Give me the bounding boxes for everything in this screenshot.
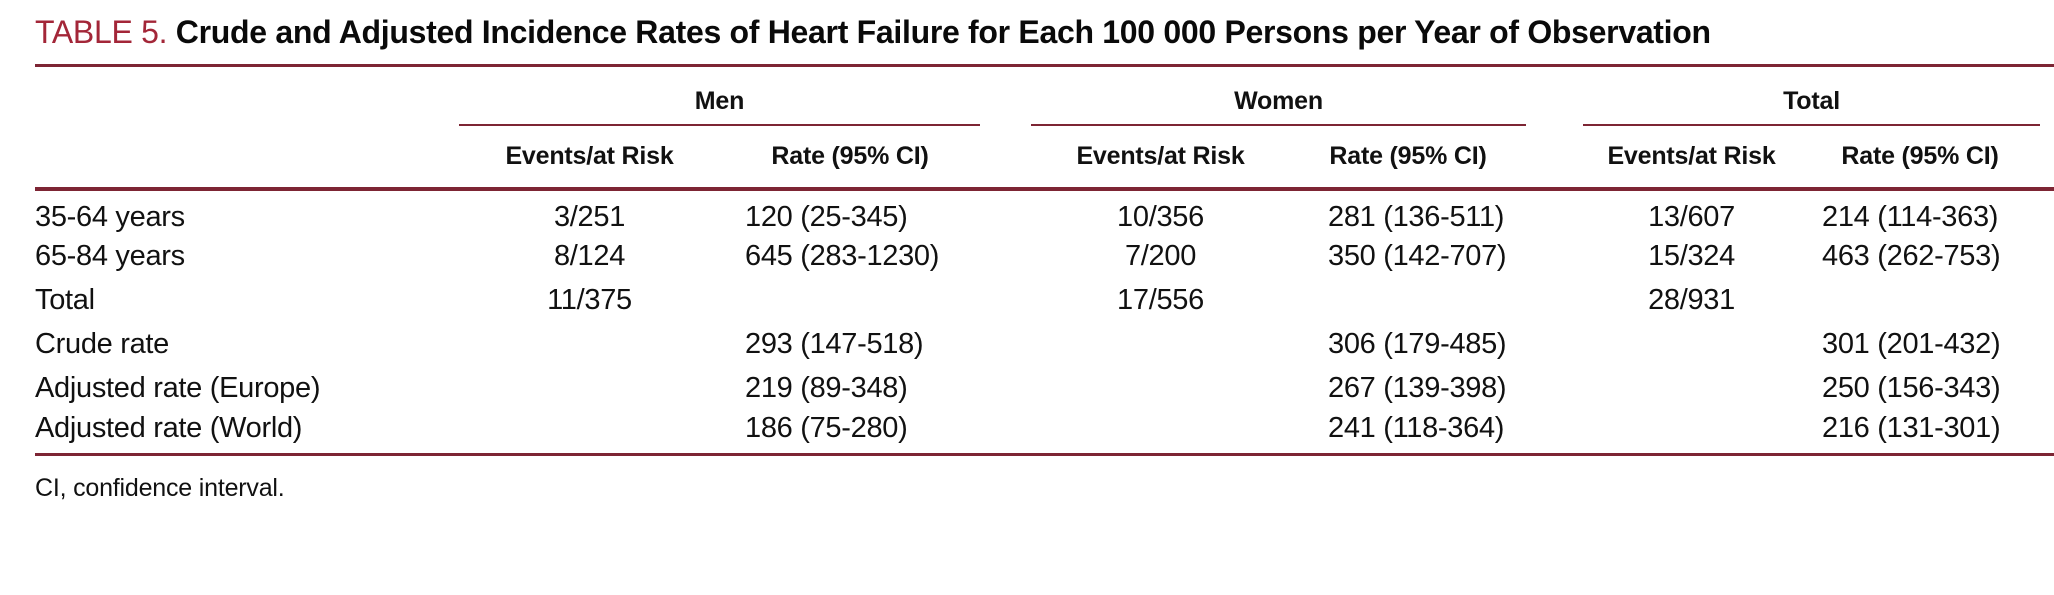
column-header-women-rate: Rate (95% CI) xyxy=(1290,125,1527,191)
group-gap xyxy=(1526,322,1583,366)
table-row: 35-64 years 3/251 120 (25-345) 10/356 28… xyxy=(35,189,2054,234)
table-row: Total 11/375 17/556 28/931 xyxy=(35,278,2054,322)
cell-total-rate: 463 (262-753) xyxy=(1822,239,2001,272)
column-header-total-events: Events/at Risk xyxy=(1583,125,1801,191)
cell-total-rate: 216 (131-301) xyxy=(1800,410,2041,456)
group-header-total: Total xyxy=(1583,67,2041,126)
group-header-spacer xyxy=(35,67,459,125)
edge-spacer xyxy=(2040,189,2054,234)
cell-women-rate: 306 (179-485) xyxy=(1328,327,1507,360)
column-header-men-events: Events/at Risk xyxy=(459,125,720,191)
cell-women-events: 10/356 xyxy=(1117,201,1204,233)
column-header-women-events: Events/at Risk xyxy=(1031,125,1290,191)
edge-spacer xyxy=(2040,322,2054,366)
group-gap xyxy=(980,322,1031,366)
cell-women-events xyxy=(1031,410,1290,456)
table-row: Adjusted rate (World) 186 (75-280) 241 (… xyxy=(35,410,2054,456)
cell-men-rate xyxy=(720,278,980,322)
cell-women-rate: 281 (136-511) xyxy=(1328,201,1505,233)
edge-spacer xyxy=(2040,366,2054,410)
incidence-rates-table: Men Women Total Events/at Risk Rate (95%… xyxy=(35,67,2054,456)
edge-spacer xyxy=(2040,67,2054,125)
column-header-men-rate: Rate (95% CI) xyxy=(720,125,980,191)
cell-men-rate: 645 (283-1230) xyxy=(745,239,940,272)
group-header-men: Men xyxy=(459,67,980,126)
row-label: Adjusted rate (Europe) xyxy=(35,371,321,404)
cell-total-events: 13/607 xyxy=(1648,201,1735,233)
row-label: 65-84 years xyxy=(35,239,185,272)
top-rule xyxy=(35,64,2054,67)
cell-men-events xyxy=(459,366,720,410)
cell-men-rate: 293 (147-518) xyxy=(745,327,924,360)
cell-women-events: 7/200 xyxy=(1124,239,1197,272)
cell-men-events: 3/251 xyxy=(553,201,626,233)
table-row: 65-84 years 8/124 645 (283-1230) 7/200 3… xyxy=(35,234,2054,278)
table-title: Crude and Adjusted Incidence Rates of He… xyxy=(175,14,1711,50)
column-header-row: Events/at Risk Rate (95% CI) Events/at R… xyxy=(35,125,2054,191)
row-label: Adjusted rate (World) xyxy=(35,410,459,456)
column-header-total-rate: Rate (95% CI) xyxy=(1800,125,2041,191)
group-gap xyxy=(1526,189,1583,234)
cell-total-rate: 214 (114-363) xyxy=(1822,201,1999,233)
cell-men-events xyxy=(459,322,720,366)
table-row: Adjusted rate (Europe) 219 (89-348) 267 … xyxy=(35,366,2054,410)
group-gap xyxy=(1526,125,1584,191)
cell-total-rate xyxy=(1800,278,2040,322)
group-gap xyxy=(980,278,1031,322)
cell-men-events: 11/375 xyxy=(547,283,632,316)
group-header-women: Women xyxy=(1031,67,1527,126)
cell-men-events xyxy=(459,410,720,456)
table-caption: TABLE 5. Crude and Adjusted Incidence Ra… xyxy=(35,14,2054,51)
cell-men-events: 8/124 xyxy=(553,239,626,272)
cell-women-events xyxy=(1031,366,1290,410)
row-label: Crude rate xyxy=(35,327,170,360)
table-footnote: CI, confidence interval. xyxy=(35,473,285,502)
group-gap xyxy=(1526,67,1583,125)
cell-women-events xyxy=(1031,322,1290,366)
group-gap xyxy=(1526,278,1583,322)
cell-total-rate: 301 (201-432) xyxy=(1822,327,2001,360)
cell-total-events xyxy=(1583,322,1800,366)
cell-total-events xyxy=(1583,366,1800,410)
cell-women-rate xyxy=(1290,278,1526,322)
table-number-label: TABLE 5. xyxy=(35,14,168,50)
edge-spacer xyxy=(2040,278,2054,322)
group-gap xyxy=(1526,366,1583,410)
cell-total-events: 28/931 xyxy=(1648,283,1735,316)
table-row: Crude rate 293 (147-518) 306 (179-485) 3… xyxy=(35,322,2054,366)
row-label: 35-64 years xyxy=(35,201,185,233)
row-label: Total xyxy=(35,283,95,316)
group-gap xyxy=(980,189,1031,234)
cell-women-rate: 267 (139-398) xyxy=(1328,371,1507,404)
group-gap xyxy=(980,234,1031,278)
group-header-row: Men Women Total xyxy=(35,67,2054,126)
cell-women-rate: 350 (142-707) xyxy=(1328,239,1507,272)
edge-spacer xyxy=(2040,125,2054,191)
group-gap xyxy=(1526,410,1584,456)
group-gap xyxy=(980,67,1031,125)
cell-women-rate: 241 (118-364) xyxy=(1290,410,1527,456)
edge-spacer xyxy=(2040,234,2054,278)
group-gap xyxy=(980,410,1031,456)
cell-women-events: 17/556 xyxy=(1117,283,1204,316)
cell-men-rate: 120 (25-345) xyxy=(745,201,908,233)
cell-total-events: 15/324 xyxy=(1648,239,1735,272)
cell-men-rate: 186 (75-280) xyxy=(720,410,980,456)
column-header-spacer xyxy=(35,125,459,191)
group-gap xyxy=(1526,234,1583,278)
cell-total-events xyxy=(1583,410,1801,456)
group-gap xyxy=(980,125,1031,191)
edge-spacer xyxy=(2040,410,2054,456)
cell-total-rate: 250 (156-343) xyxy=(1822,371,2001,404)
cell-men-rate: 219 (89-348) xyxy=(745,371,908,404)
group-gap xyxy=(980,366,1031,410)
